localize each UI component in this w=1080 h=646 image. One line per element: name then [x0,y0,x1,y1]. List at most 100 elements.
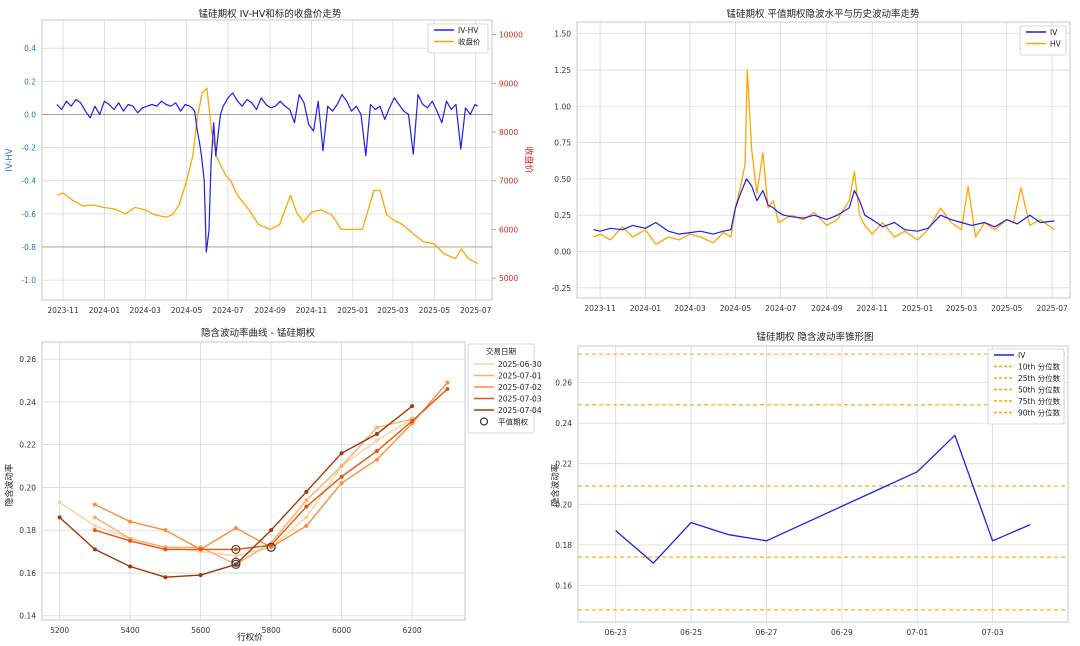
smile-point [269,528,274,533]
y-tick-label: -0.2 [21,144,36,153]
series-line-hv [593,69,1055,245]
legend-label: IV [1018,351,1026,360]
y-tick-label: 0.16 [555,581,572,590]
y-tick-label: 0.26 [19,355,36,364]
smile-point [57,500,62,505]
series-line-iv [615,434,1031,564]
y-tick-label: 0.00 [554,248,571,257]
smile-point [163,528,168,533]
smile-point [198,573,203,578]
x-tick-label: 2024-09 [811,304,843,313]
atm-marker [231,559,241,570]
x-tick-label: 5400 [121,626,140,635]
legend-label: 75th 分位数 [1018,396,1061,406]
x-tick-label: 6000 [332,626,351,635]
legend-label: 2025-07-03 [498,395,542,404]
smile-point [92,515,97,520]
x-tick-label: 2025-01 [902,304,934,313]
y-tick-label: 0.25 [554,211,571,220]
x-axis-label: 行权价 [237,632,263,643]
y-tick-label: -0.25 [552,284,572,293]
y-tick-label: -0.8 [21,243,36,252]
y-tick-label: 0.14 [19,612,36,621]
legend-box [427,23,489,54]
x-tick-label: 2024-09 [254,306,286,315]
y-axis-label: IV-HV [5,148,15,171]
y-right-tick-label: 9000 [499,79,518,88]
y-tick-label: 0.20 [19,483,36,492]
series-line-iv [593,178,1055,235]
smile-point [233,526,238,531]
y-tick-label: 0.4 [24,44,36,53]
smile-point [163,575,168,580]
smile-point [339,474,344,479]
y-tick-label: 1.25 [554,66,571,75]
x-tick-label: 2024-07 [765,304,797,313]
series-line-close-price [56,87,478,265]
legend-label: 2025-07-02 [498,383,542,392]
smile-line-2025-07-01 [94,418,413,566]
smile-point [304,523,309,528]
y-right-tick-label: 7000 [499,177,518,186]
legend-box [1019,25,1067,56]
smile-point [233,547,238,552]
legend-label: 收盘价 [458,37,481,47]
x-tick-label: 5600 [191,626,210,635]
legend-label: IV [1050,28,1058,37]
chart-title: 锰硅期权 隐含波动率锥形图 [756,331,873,343]
y-tick-label: -1.0 [21,276,36,285]
smile-point [233,562,238,567]
x-tick-label: 5200 [50,626,69,635]
y-tick-label: 0.22 [555,460,572,469]
smile-point [57,515,62,520]
smile-point [304,515,309,520]
legend-label: 2025-07-01 [498,372,542,381]
x-tick-label: 06-23 [605,628,627,637]
y-tick-label: 0.18 [19,526,36,535]
y-axis-label: 隐含波动率 [4,463,15,506]
smile-point [339,464,344,469]
x-tick-label: 5800 [262,626,281,635]
smile-point [339,451,344,456]
x-tick-label: 2025-07 [1036,304,1068,313]
legend-label: 50th 分位数 [1018,385,1061,395]
y-right-tick-label: 8000 [499,128,518,137]
x-tick-label: 2024-05 [171,306,203,315]
iv-smile-chart: 隐含波动率曲线 - 锰硅期权 行权价 隐含波动率 5200 5400 5600 580… [4,327,542,643]
x-tick-label: 2024-01 [89,306,121,315]
smile-point [374,425,379,430]
x-tick-label: 07-03 [982,628,1004,637]
smile-point [233,553,238,558]
x-tick-label: 2025-03 [377,306,409,315]
y-tick-label: 1.50 [554,30,571,39]
atm-iv-hv-chart: 锰硅期权 平值期权隐波水平与历史波动率走势 2023-11 2024-01 2024… [552,8,1071,313]
x-tick-label: 06-27 [756,628,778,637]
x-tick-label: 2024-01 [630,304,662,313]
x-tick-label: 2024-11 [296,306,328,315]
x-tick-label: 2024-07 [212,306,244,315]
smile-point [128,564,133,569]
x-tick-label: 2025-05 [419,306,451,315]
y-tick-label: 0.18 [555,541,572,550]
y-tick-label: 0.0 [24,110,36,119]
y-right-tick-label: 6000 [499,225,518,234]
x-tick-label: 2024-05 [720,304,752,313]
x-tick-label: 6200 [403,626,422,635]
y-axis-label-right: 收盘价 [523,146,535,173]
smile-point [163,547,168,552]
legend-marker [479,417,489,426]
legend-box [467,343,535,434]
smile-point [304,489,309,494]
legend-label: 2025-07-04 [498,406,542,415]
smile-point [374,457,379,462]
x-tick-label: 2023-11 [47,306,79,315]
smile-point [374,438,379,443]
smile-point [374,449,379,454]
smile-point [198,547,203,552]
smile-point [339,481,344,486]
y-tick-label: 1.00 [554,102,571,111]
legend-label: 2025-06-30 [498,360,542,369]
y-tick-label: -0.6 [21,210,36,219]
smile-point [92,523,97,528]
